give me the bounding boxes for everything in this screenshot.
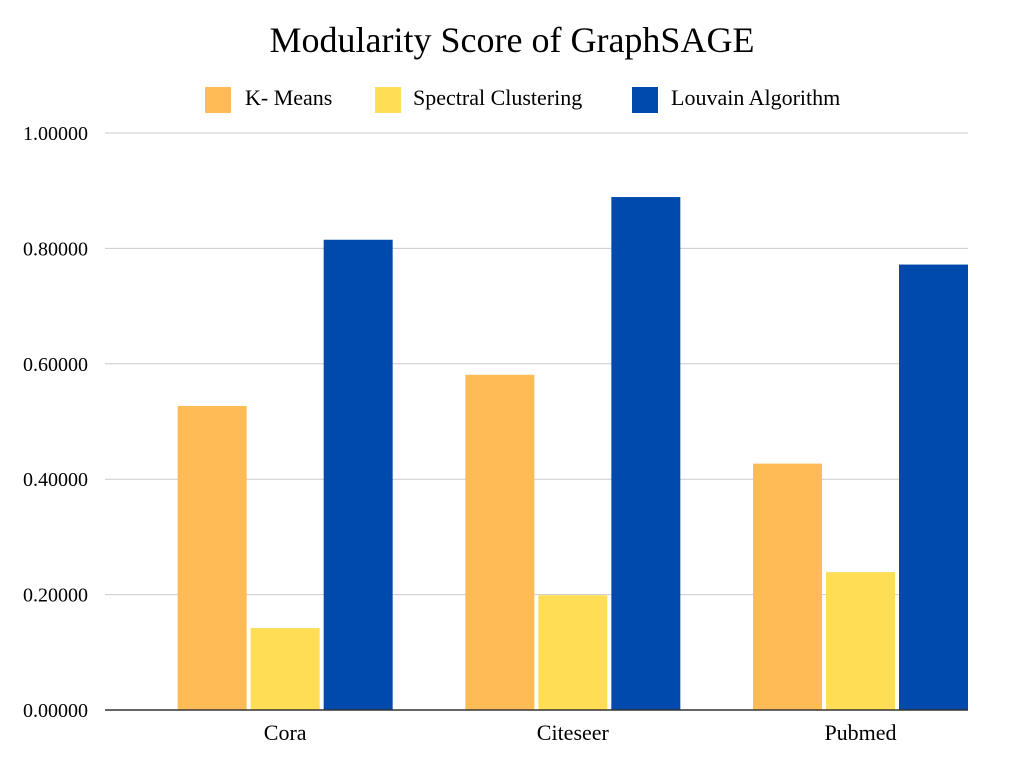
legend: K- Means Spectral Clustering Louvain Alg… — [205, 85, 840, 113]
legend-label-spectral-clustering: Spectral Clustering — [413, 85, 582, 110]
y-tick-label: 1.00000 — [23, 123, 88, 145]
legend-label-louvain-algorithm: Louvain Algorithm — [671, 85, 840, 110]
bar-citeseer-louvain-algorithm — [611, 197, 681, 710]
bar-cora-k-means — [177, 405, 247, 710]
x-category-label-pubmed: Pubmed — [824, 720, 896, 745]
legend-swatch-k-means — [205, 87, 231, 113]
bar-citeseer-k-means — [465, 374, 535, 710]
legend-label-k-means: K- Means — [245, 85, 332, 110]
gridlines — [105, 132, 968, 596]
chart-title: Modularity Score of GraphSAGE — [270, 20, 755, 60]
y-tick-label: 0.20000 — [23, 585, 88, 607]
bar-pubmed-spectral-clustering — [826, 572, 895, 710]
x-category-label-citeseer: Citeseer — [537, 720, 610, 745]
x-category-label-cora: Cora — [264, 720, 307, 745]
bar-cora-spectral-clustering — [250, 628, 320, 710]
x-axis-categories: Cora Citeseer Pubmed — [264, 720, 897, 745]
bar-cora-louvain-algorithm — [323, 239, 393, 710]
y-axis-ticks: 0.00000 0.20000 0.40000 0.60000 0.80000 1.000… — [23, 123, 88, 722]
y-tick-label: 0.40000 — [23, 469, 88, 491]
bar-citeseer-spectral-clustering — [538, 595, 608, 710]
y-tick-label: 0.60000 — [23, 354, 88, 376]
legend-swatch-louvain-algorithm — [632, 87, 658, 113]
legend-swatch-spectral-clustering — [375, 87, 401, 113]
y-tick-label: 0.00000 — [23, 700, 88, 722]
bar-pubmed-k-means — [753, 463, 822, 710]
y-tick-label: 0.80000 — [23, 238, 88, 260]
bars — [177, 197, 968, 710]
bar-pubmed-louvain-algorithm — [899, 264, 968, 710]
